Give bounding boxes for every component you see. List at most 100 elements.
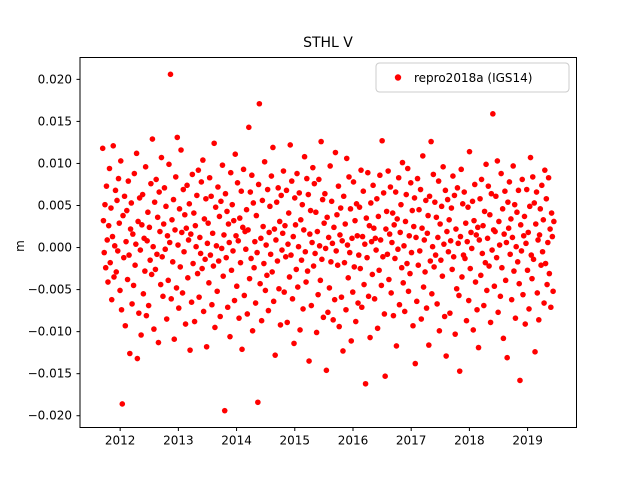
data-point	[546, 270, 553, 277]
data-point	[328, 198, 335, 205]
data-point	[343, 306, 349, 313]
data-point	[532, 349, 538, 355]
data-point	[500, 335, 507, 342]
data-point	[337, 205, 344, 211]
data-point	[427, 258, 434, 264]
data-point	[113, 269, 120, 275]
data-point	[212, 324, 218, 331]
data-point	[336, 323, 343, 330]
data-point	[364, 254, 370, 261]
data-point	[175, 305, 182, 311]
data-point	[352, 318, 359, 325]
data-point	[513, 243, 519, 250]
data-point	[269, 269, 275, 275]
y-tick-label: −0.010	[28, 325, 72, 339]
data-point	[208, 193, 214, 200]
data-point	[292, 222, 299, 228]
data-point	[187, 347, 193, 353]
data-point	[450, 253, 457, 260]
data-point	[123, 238, 129, 245]
data-point	[195, 167, 202, 173]
data-point	[432, 252, 439, 258]
data-point	[143, 312, 150, 319]
data-point	[443, 353, 449, 359]
data-point	[308, 302, 315, 309]
data-point	[301, 153, 308, 160]
y-tick-label: 0.015	[38, 114, 72, 128]
data-point	[506, 179, 513, 185]
data-point	[479, 250, 486, 257]
data-point	[160, 221, 167, 227]
y-tick-label: −0.005	[28, 283, 72, 297]
data-point	[409, 207, 416, 214]
data-point	[489, 247, 495, 253]
data-point	[365, 293, 372, 300]
data-point	[252, 238, 258, 245]
data-point	[540, 217, 547, 223]
data-point	[551, 218, 557, 225]
data-point	[539, 248, 546, 255]
data-point	[421, 237, 428, 243]
data-point	[180, 186, 187, 193]
data-point	[456, 292, 462, 299]
data-point	[124, 207, 130, 214]
data-point	[291, 340, 297, 347]
data-point	[267, 203, 273, 210]
data-point	[516, 280, 523, 287]
data-point	[313, 329, 320, 336]
data-point	[339, 238, 346, 244]
data-point	[347, 206, 354, 212]
data-point	[203, 343, 210, 350]
data-point	[383, 226, 389, 232]
data-point	[132, 262, 138, 269]
data-point	[178, 147, 184, 153]
data-point	[520, 291, 526, 298]
data-point	[469, 198, 476, 205]
data-point	[130, 282, 137, 289]
data-point	[149, 136, 156, 142]
data-point	[325, 309, 331, 316]
data-point	[335, 183, 342, 189]
data-point	[363, 215, 370, 221]
data-point	[509, 234, 516, 241]
data-point	[109, 233, 116, 240]
data-point	[374, 195, 380, 202]
data-point	[524, 267, 531, 274]
data-point	[395, 174, 402, 181]
data-point	[377, 237, 384, 243]
data-point	[150, 243, 156, 250]
data-point	[406, 232, 413, 239]
data-point	[526, 203, 533, 210]
data-point	[255, 181, 262, 188]
data-point	[178, 229, 185, 236]
data-point	[470, 327, 477, 333]
x-tick-label: 2018	[454, 434, 485, 448]
data-point	[496, 242, 503, 248]
data-point	[504, 354, 510, 361]
data-point	[435, 234, 441, 241]
data-point	[359, 304, 365, 311]
data-point	[458, 166, 465, 173]
data-point	[542, 260, 549, 267]
data-point	[319, 256, 325, 263]
data-point	[111, 274, 117, 280]
data-point	[209, 301, 215, 308]
data-point	[402, 218, 409, 225]
data-point	[181, 248, 187, 255]
data-point	[157, 228, 163, 235]
data-point	[134, 355, 141, 362]
data-point	[100, 217, 107, 224]
x-tick-label: 2013	[163, 434, 194, 448]
data-point	[306, 358, 312, 364]
data-point	[369, 271, 376, 278]
data-point	[499, 206, 506, 212]
legend-box	[375, 62, 570, 93]
data-point	[127, 350, 133, 357]
data-point	[526, 306, 532, 312]
data-point	[290, 233, 297, 240]
data-point	[368, 200, 374, 206]
data-point	[238, 188, 245, 194]
y-tick-label: −0.020	[28, 409, 72, 423]
data-point	[407, 270, 413, 277]
data-point	[547, 226, 553, 232]
